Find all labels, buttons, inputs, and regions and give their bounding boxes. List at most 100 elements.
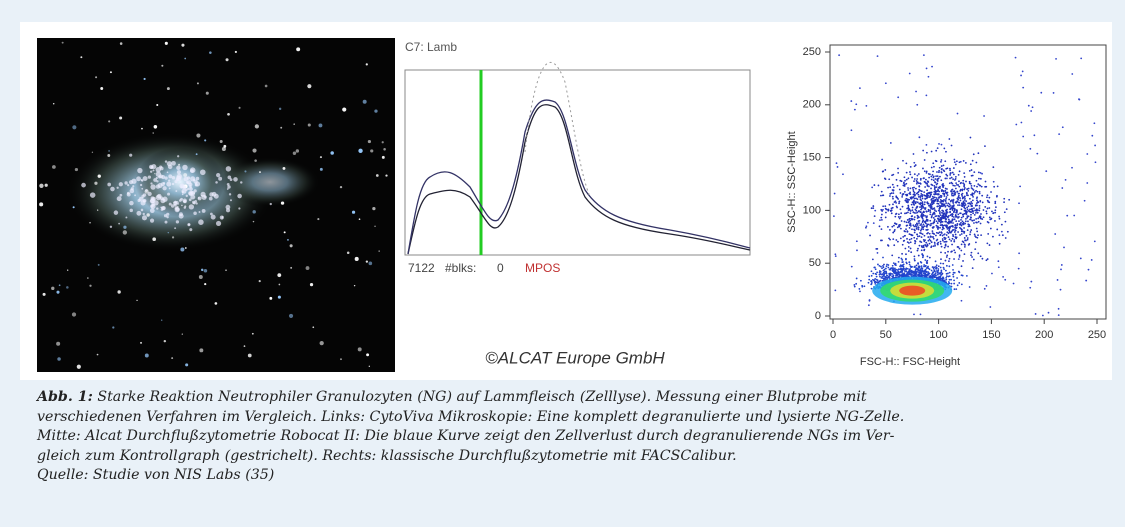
dot bbox=[879, 225, 881, 227]
dot bbox=[954, 161, 956, 163]
dot bbox=[904, 176, 906, 178]
dot bbox=[954, 236, 956, 238]
dot bbox=[967, 190, 969, 192]
sparkle bbox=[150, 219, 154, 223]
dot bbox=[891, 226, 893, 228]
dot bbox=[908, 218, 910, 220]
dot bbox=[882, 209, 884, 211]
dot bbox=[1091, 259, 1093, 261]
dot bbox=[1080, 57, 1082, 59]
dot bbox=[936, 184, 938, 186]
dot bbox=[940, 234, 942, 236]
dot bbox=[907, 177, 909, 179]
dot bbox=[948, 281, 950, 283]
dot bbox=[898, 261, 900, 263]
dot bbox=[837, 166, 839, 168]
sparkle bbox=[198, 196, 202, 200]
sparkle bbox=[132, 185, 134, 187]
dot bbox=[992, 212, 994, 214]
sparkle bbox=[181, 205, 183, 207]
dot bbox=[902, 160, 904, 162]
dot bbox=[971, 252, 973, 254]
dot bbox=[927, 240, 929, 242]
dot bbox=[909, 209, 911, 211]
dot bbox=[959, 256, 961, 258]
dot bbox=[913, 212, 915, 214]
dot bbox=[955, 220, 957, 222]
dot bbox=[926, 217, 928, 219]
dot bbox=[952, 185, 954, 187]
dot bbox=[945, 210, 947, 212]
dot bbox=[904, 180, 906, 182]
dot bbox=[924, 159, 926, 161]
dot bbox=[936, 264, 938, 266]
sparkle bbox=[160, 196, 164, 200]
scatter-frame bbox=[830, 45, 1106, 319]
dot bbox=[926, 223, 928, 225]
sparkle bbox=[131, 187, 134, 190]
dot bbox=[932, 227, 934, 229]
blks-label: #blks: bbox=[445, 261, 476, 275]
dot bbox=[871, 288, 873, 290]
dot bbox=[929, 243, 931, 245]
dot bbox=[921, 249, 923, 251]
dot bbox=[942, 186, 944, 188]
dot bbox=[969, 234, 971, 236]
dot bbox=[942, 263, 944, 265]
dot bbox=[971, 175, 973, 177]
dot bbox=[924, 198, 926, 200]
dot bbox=[932, 174, 934, 176]
sparkle bbox=[352, 211, 355, 214]
dot bbox=[902, 185, 904, 187]
sparkle bbox=[186, 181, 189, 184]
dot bbox=[906, 179, 908, 181]
dot bbox=[929, 233, 931, 235]
dot bbox=[977, 212, 979, 214]
dot bbox=[872, 259, 874, 261]
sparkle bbox=[307, 84, 311, 88]
dot bbox=[936, 197, 938, 199]
dot bbox=[936, 240, 938, 242]
dot bbox=[906, 225, 908, 227]
sparkle bbox=[252, 148, 256, 152]
sparkle bbox=[196, 153, 198, 155]
dot bbox=[1022, 87, 1024, 89]
dot bbox=[933, 269, 935, 271]
dot bbox=[933, 274, 935, 276]
sparkle bbox=[169, 188, 171, 190]
sparkle bbox=[129, 180, 133, 184]
sparkle bbox=[152, 237, 156, 241]
dot bbox=[935, 160, 937, 162]
sparkle bbox=[254, 159, 257, 162]
dot bbox=[914, 178, 916, 180]
sparkle bbox=[239, 107, 241, 109]
dot bbox=[905, 183, 907, 185]
dot bbox=[940, 241, 942, 243]
dot bbox=[834, 253, 836, 255]
dot bbox=[874, 267, 876, 269]
dot bbox=[909, 227, 911, 229]
dot bbox=[875, 268, 877, 270]
dot bbox=[914, 243, 916, 245]
dot bbox=[855, 283, 857, 285]
dot bbox=[948, 236, 950, 238]
dot bbox=[954, 231, 956, 233]
dot bbox=[939, 276, 941, 278]
dot bbox=[919, 266, 921, 268]
count: 7122 bbox=[408, 261, 435, 275]
caption: Abb. 1: Starke Reaktion Neutrophiler Gra… bbox=[37, 388, 1107, 486]
dot bbox=[938, 216, 940, 218]
sparkle bbox=[369, 262, 373, 266]
dot bbox=[942, 240, 944, 242]
dot bbox=[953, 167, 955, 169]
dot bbox=[984, 288, 986, 290]
dot bbox=[930, 223, 932, 225]
dot bbox=[961, 233, 963, 235]
dot bbox=[973, 219, 975, 221]
dot bbox=[971, 205, 973, 207]
dot bbox=[874, 210, 876, 212]
dot bbox=[936, 171, 938, 173]
dot bbox=[944, 160, 946, 162]
dot bbox=[927, 273, 929, 275]
sparkle bbox=[161, 320, 162, 321]
